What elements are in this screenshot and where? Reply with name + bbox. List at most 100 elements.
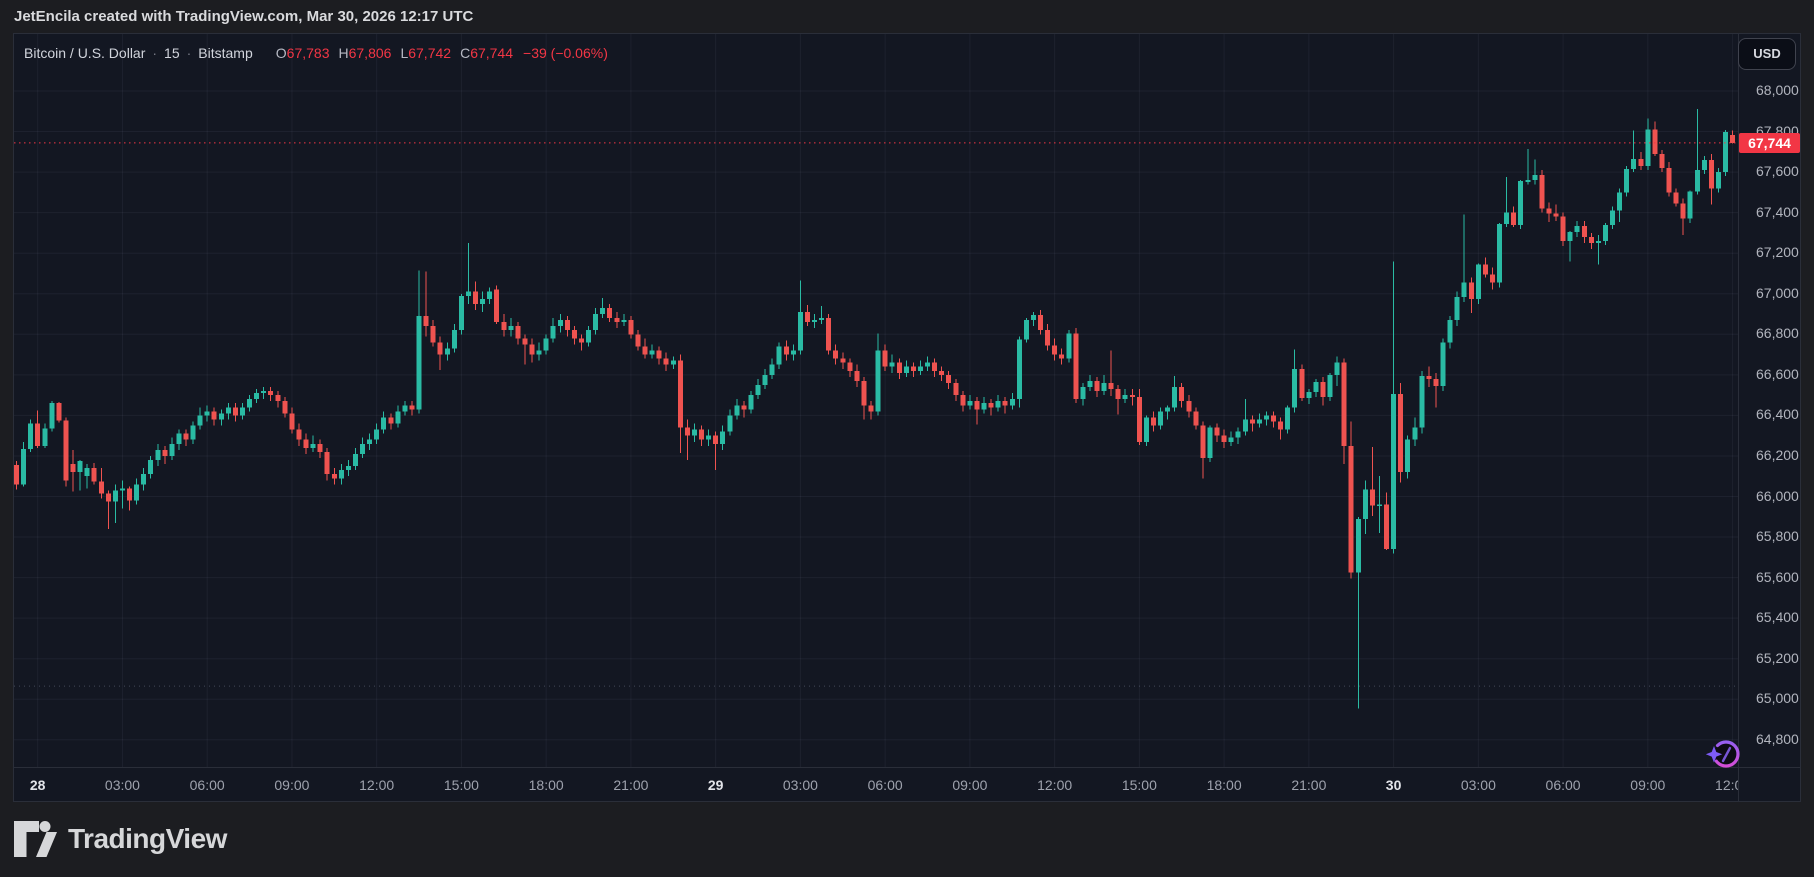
candle: [684, 427, 690, 436]
time-axis-day-label: 30: [1385, 777, 1402, 793]
candle: [1723, 131, 1729, 173]
candle: [239, 407, 245, 416]
candle: [776, 346, 782, 365]
candle: [1214, 427, 1220, 436]
candle: [607, 307, 613, 319]
time-axis-label: 09:00: [1630, 777, 1666, 793]
price-axis-label: 65,800: [1756, 528, 1799, 545]
candle: [981, 403, 987, 410]
candle: [112, 490, 118, 502]
time-axis-label: 18:00: [528, 777, 564, 793]
candle: [127, 488, 133, 501]
candle: [98, 481, 104, 494]
time-axis-label: 15:00: [443, 777, 479, 793]
candle: [515, 326, 521, 339]
candle: [1186, 401, 1192, 412]
candle: [762, 374, 768, 385]
ai-assistant-button[interactable]: [1704, 735, 1744, 775]
symbol-title: Bitcoin / U.S. Dollar: [24, 45, 146, 61]
price-axis[interactable]: 68,000 67,800 67,600 67,400 67,200 67,000 66,8…: [1739, 34, 1800, 767]
candle: [508, 326, 514, 331]
candle: [1440, 342, 1446, 387]
candle: [430, 326, 436, 343]
candle: [487, 291, 493, 299]
exchange-label: Bitstamp: [198, 45, 253, 61]
candle: [974, 401, 980, 410]
chart-panel[interactable]: Bitcoin / U.S. Dollar · 15 · Bitstamp O67,783…: [13, 33, 1801, 802]
candle: [804, 311, 810, 323]
candle: [621, 320, 627, 323]
candle: [77, 461, 83, 473]
current-price-badge: 67,744: [1739, 132, 1800, 153]
candle: [826, 318, 832, 351]
candle: [360, 443, 366, 454]
candle: [494, 289, 500, 323]
candle: [1256, 419, 1262, 424]
candle: [1560, 216, 1566, 242]
candle: [854, 370, 860, 381]
candle: [465, 291, 471, 296]
candle: [374, 429, 380, 440]
candle: [663, 358, 669, 365]
tradingview-logo[interactable]: TradingView: [14, 821, 227, 857]
candlestick-chart[interactable]: [14, 34, 1738, 767]
candle: [1645, 129, 1651, 167]
candle: [1129, 395, 1135, 398]
candle: [1489, 274, 1495, 283]
candle: [28, 423, 34, 449]
candle: [1518, 181, 1524, 225]
time-axis-label: 12:00: [359, 777, 395, 793]
candle: [946, 374, 952, 383]
candle: [529, 344, 535, 355]
candle: [1016, 339, 1022, 400]
candle: [416, 316, 422, 410]
candle: [296, 429, 302, 440]
candle: [225, 407, 231, 414]
candle: [1158, 411, 1164, 426]
candle: [550, 326, 556, 339]
candle: [1348, 445, 1354, 573]
candle: [720, 431, 726, 444]
price-axis-label: 65,400: [1756, 609, 1799, 626]
candle: [1426, 375, 1432, 379]
high-value: 67,806: [348, 45, 392, 61]
candle: [1313, 381, 1319, 393]
candle: [1221, 435, 1227, 442]
candle: [282, 401, 288, 414]
candle: [691, 429, 697, 436]
candle: [352, 453, 358, 467]
candle: [1447, 320, 1453, 343]
candle: [1108, 382, 1114, 390]
candle: [1080, 387, 1086, 400]
candle: [1172, 387, 1178, 408]
candle: [741, 405, 747, 410]
price-axis-label: 67,000: [1756, 284, 1799, 301]
candle: [790, 350, 796, 355]
candle: [868, 405, 874, 412]
candle: [628, 320, 634, 335]
candle: [458, 295, 464, 331]
candle: [536, 350, 542, 355]
candle: [1355, 518, 1361, 573]
candle: [699, 429, 705, 440]
candle: [1504, 212, 1510, 224]
currency-toggle-button[interactable]: USD: [1738, 38, 1796, 70]
candle: [1595, 241, 1601, 244]
candle: [755, 384, 761, 396]
candle: [1292, 368, 1298, 408]
time-axis[interactable]: 28 03:00 06:00 09:00 12:00 15:00 18:00 21:00 29 0…: [14, 768, 1738, 801]
candle: [819, 318, 825, 321]
candle: [268, 391, 274, 396]
candle: [1242, 419, 1248, 432]
candle: [1073, 333, 1079, 400]
sparkle-assistant-icon: [1705, 740, 1740, 768]
candle: [409, 405, 415, 410]
candle: [1249, 419, 1255, 424]
price-axis-label: 67,400: [1756, 203, 1799, 220]
candle: [56, 403, 62, 421]
candle: [303, 439, 309, 448]
candle: [1143, 417, 1149, 442]
candle: [1207, 427, 1213, 458]
candle: [748, 395, 754, 410]
candle: [1038, 315, 1044, 331]
